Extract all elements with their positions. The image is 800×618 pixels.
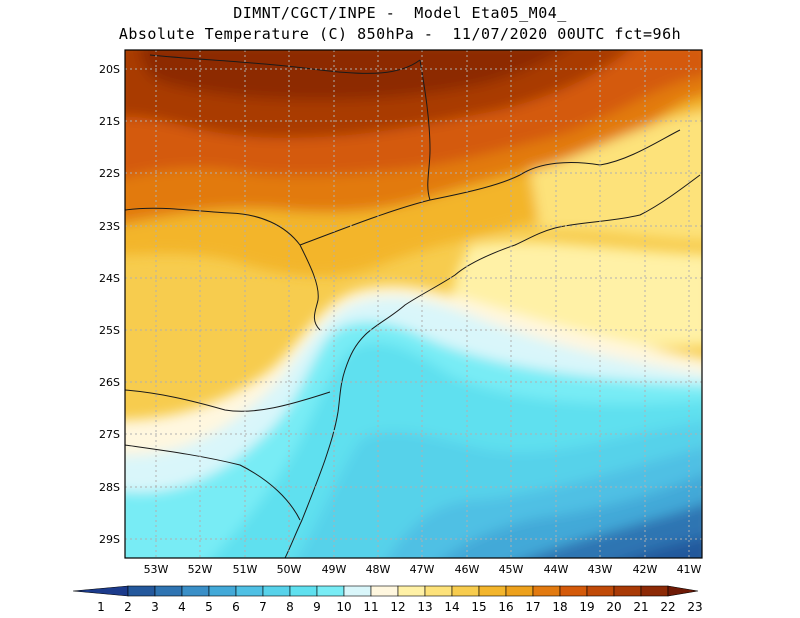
colorbar-segment bbox=[262, 585, 291, 597]
colorbar-segment bbox=[127, 585, 156, 597]
colorbar-label: 15 bbox=[471, 600, 486, 614]
colorbar-label: 2 bbox=[124, 600, 132, 614]
colorbar-segment bbox=[559, 585, 588, 597]
colorbar-label: 22 bbox=[660, 600, 675, 614]
colorbar-label: 6 bbox=[232, 600, 240, 614]
colorbar-label: 17 bbox=[525, 600, 540, 614]
lon-label: 51W bbox=[233, 563, 258, 576]
lon-label: 52W bbox=[188, 563, 213, 576]
state-border-rs bbox=[125, 444, 301, 521]
colorbar-label: 20 bbox=[606, 600, 621, 614]
colorbar-segment bbox=[397, 585, 426, 597]
lon-label: 45W bbox=[499, 563, 524, 576]
lat-label: 25S bbox=[99, 324, 120, 337]
map-frame bbox=[124, 49, 703, 559]
colorbar-segment bbox=[72, 585, 129, 597]
colorbar-label: 19 bbox=[579, 600, 594, 614]
coastline bbox=[284, 174, 701, 558]
colorbar-segment bbox=[289, 585, 318, 597]
colorbar-segment bbox=[424, 585, 453, 597]
colorbar-label: 8 bbox=[286, 600, 294, 614]
lon-label: 48W bbox=[366, 563, 391, 576]
colorbar-label: 11 bbox=[363, 600, 378, 614]
lon-label: 41W bbox=[677, 563, 702, 576]
title-line-2: Absolute Temperature (C) 850hPa - 11/07/… bbox=[118, 25, 682, 43]
lat-label: 22S bbox=[99, 167, 120, 180]
lon-label: 44W bbox=[544, 563, 569, 576]
colorbar-label: 3 bbox=[151, 600, 159, 614]
colorbar-segment bbox=[586, 585, 615, 597]
colorbar-segment bbox=[154, 585, 183, 597]
lat-label: 23S bbox=[99, 220, 120, 233]
colorbar-label: 23 bbox=[687, 600, 702, 614]
colorbar-segment bbox=[370, 585, 399, 597]
state-border-pr bbox=[125, 207, 321, 331]
colorbar-label: 9 bbox=[313, 600, 321, 614]
colorbar-segment bbox=[613, 585, 642, 597]
state-border-mg bbox=[419, 59, 431, 201]
colorbar-label: 21 bbox=[633, 600, 648, 614]
colorbar-label: 12 bbox=[390, 600, 405, 614]
colorbar-segment bbox=[235, 585, 264, 597]
colorbar-segment bbox=[667, 585, 699, 597]
lon-label: 50W bbox=[277, 563, 302, 576]
lon-label: 43W bbox=[588, 563, 613, 576]
lon-label: 47W bbox=[410, 563, 435, 576]
lon-label: 53W bbox=[144, 563, 169, 576]
state-border-ms bbox=[149, 54, 421, 74]
colorbar-label: 7 bbox=[259, 600, 267, 614]
colorbar-segment bbox=[505, 585, 534, 597]
state-border-sc bbox=[125, 389, 331, 412]
temperature-field bbox=[125, 50, 702, 558]
colorbar-segment bbox=[640, 585, 669, 597]
colorbar-segment bbox=[532, 585, 561, 597]
colorbar-segment bbox=[343, 585, 372, 597]
lat-label: 20S bbox=[99, 63, 120, 76]
colorbar-segment bbox=[478, 585, 507, 597]
lat-label: 28S bbox=[99, 481, 120, 494]
lat-label: 21S bbox=[99, 115, 120, 128]
graticule bbox=[125, 50, 702, 558]
colorbar-label: 14 bbox=[444, 600, 459, 614]
colorbar-label: 13 bbox=[417, 600, 432, 614]
colorbar-segment bbox=[451, 585, 480, 597]
lat-label: 29S bbox=[99, 533, 120, 546]
colorbar: 1 2 3 4 5 6 7 8 9 10 11 12 13 14 15 16 1… bbox=[72, 585, 703, 614]
lat-label: 27S bbox=[99, 428, 120, 441]
title-line-1: DIMNT/CGCT/INPE - Model Eta05_M04_ bbox=[233, 4, 567, 22]
state-border-sp bbox=[299, 129, 681, 246]
colorbar-label: 4 bbox=[178, 600, 186, 614]
latitude-labels: 20S 21S 22S 23S 24S 25S 26S 27S 28S 29S bbox=[99, 63, 120, 546]
lat-label: 26S bbox=[99, 376, 120, 389]
lon-label: 49W bbox=[322, 563, 347, 576]
colorbar-segment bbox=[316, 585, 345, 597]
longitude-labels: 53W 52W 51W 50W 49W 48W 47W 46W 45W 44W … bbox=[144, 563, 702, 576]
colorbar-label: 5 bbox=[205, 600, 213, 614]
colorbar-label: 1 bbox=[97, 600, 105, 614]
coastline-borders bbox=[125, 54, 701, 558]
lon-label: 46W bbox=[455, 563, 480, 576]
lat-label: 24S bbox=[99, 272, 120, 285]
colorbar-label: 10 bbox=[336, 600, 351, 614]
lon-label: 42W bbox=[633, 563, 658, 576]
colorbar-label: 16 bbox=[498, 600, 513, 614]
colorbar-segment bbox=[181, 585, 210, 597]
colorbar-label: 18 bbox=[552, 600, 567, 614]
colorbar-segment bbox=[208, 585, 237, 597]
